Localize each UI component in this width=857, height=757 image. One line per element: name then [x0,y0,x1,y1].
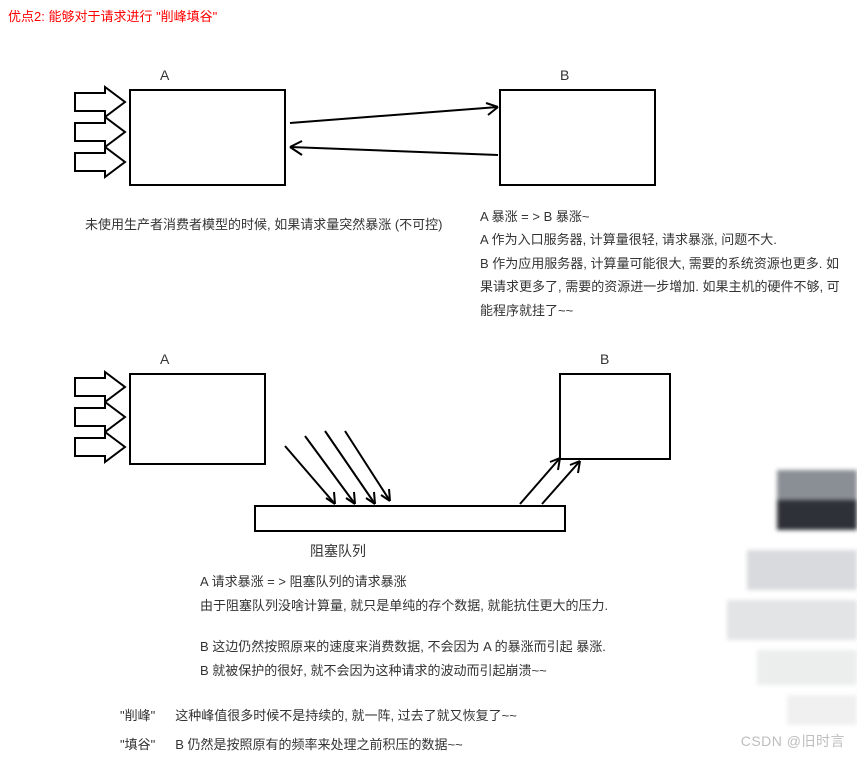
d2-b2-line-1: B 就被保护的很好, 就不会因为这种请求的波动而引起崩溃~~ [200,659,760,682]
d1-right-line-1: A 作为入口服务器, 计算量很轻, 请求暴涨, 问题不大. [480,228,845,251]
diagram1-exchange-arrows [290,103,498,155]
def-desc-0: 这种峰值很多时候不是持续的, 就一阵, 过去了就又恢复了~~ [175,704,517,727]
diagram2-text-block2: B 这边仍然按照原来的速度来消费数据, 不会因为 A 的暴涨而引起 暴涨. B … [200,635,760,682]
pixel-smudge [717,470,857,730]
d2-b2-line-0: B 这边仍然按照原来的速度来消费数据, 不会因为 A 的暴涨而引起 暴涨. [200,635,760,658]
diagram2-queue-to-b [520,458,580,504]
d1-right-line-2: B 作为应用服务器, 计算量可能很大, 需要的系统资源也更多. 如果请求更多了,… [480,252,845,322]
diagram2-queue-label: 阻塞队列 [310,543,366,559]
diagram2-box-b [560,374,670,459]
diagram2-label-b: B [600,351,609,367]
diagram1-input-arrows [75,87,125,177]
diagram2-text-block1: A 请求暴涨 = > 阻塞队列的请求暴涨 由于阻塞队列没啥计算量, 就只是单纯的… [200,570,760,617]
diagram2-queue-box [255,506,565,531]
diagram-1: A B [0,25,857,205]
def-desc-1: B 仍然是按照原有的频率来处理之前积压的数据~~ [175,733,462,756]
diagram1-box-b [500,90,655,185]
diagram1-label-a: A [160,67,170,83]
diagram2-label-a: A [160,351,170,367]
d2-b1-line-0: A 请求暴涨 = > 阻塞队列的请求暴涨 [200,570,760,593]
diagram1-box-a [130,90,285,185]
watermark: CSDN @旧时言 [741,731,845,751]
def-term-1: "填谷" [120,733,155,756]
diagram2-input-arrows [75,372,125,462]
diagram1-label-b: B [560,67,569,83]
diagram2-a-to-queue [285,431,390,504]
diagram2-box-a [130,374,265,464]
title: 优点2: 能够对于请求进行 "削峰填谷" [0,0,857,25]
diagram1-right-text: A 暴涨 = > B 暴涨~ A 作为入口服务器, 计算量很轻, 请求暴涨, 问… [480,205,845,322]
d1-right-line-0: A 暴涨 = > B 暴涨~ [480,205,845,228]
diagram2-definitions: "削峰" 这种峰值很多时候不是持续的, 就一阵, 过去了就又恢复了~~ "填谷"… [120,704,760,757]
d2-b1-line-1: 由于阻塞队列没啥计算量, 就只是单纯的存个数据, 就能抗住更大的压力. [200,594,760,617]
def-term-0: "削峰" [120,704,155,727]
